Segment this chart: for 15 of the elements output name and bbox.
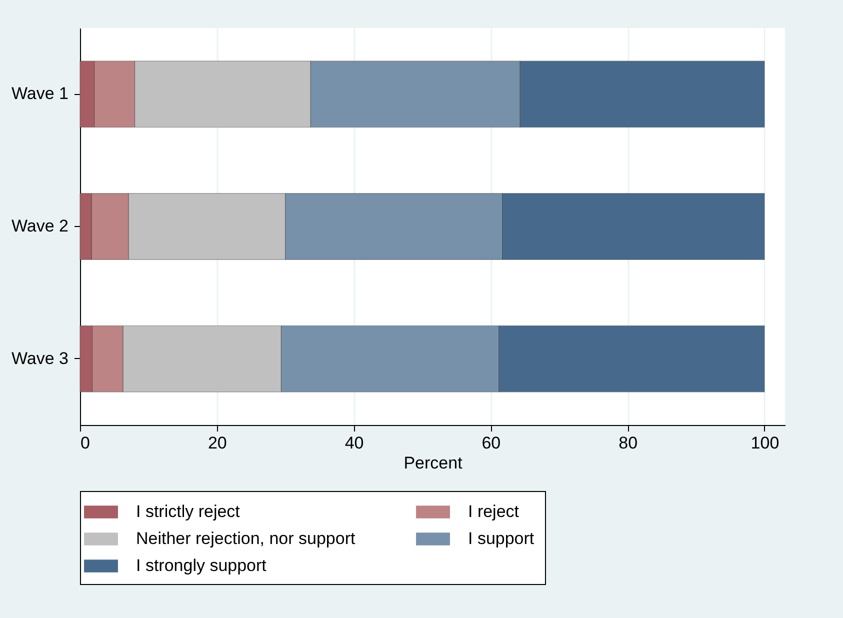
x-tick-label: 40 xyxy=(344,434,364,452)
x-tick-label: 80 xyxy=(618,434,638,452)
legend-label: I support xyxy=(468,529,534,548)
legend-label: I strongly support xyxy=(136,556,267,575)
y-tick-label: Wave 2 xyxy=(11,216,68,236)
x-axis-title: Percent xyxy=(404,454,463,472)
legend-label: Neither rejection, nor support xyxy=(136,529,356,548)
y-tick-label: Wave 3 xyxy=(11,348,68,368)
legend-label: I strictly reject xyxy=(136,502,240,521)
x-tick-label: 100 xyxy=(750,434,780,452)
legend-label: I reject xyxy=(468,502,520,521)
y-tick-label: Wave 1 xyxy=(11,84,68,104)
x-tick-label: 20 xyxy=(208,434,227,452)
x-tick-label: 0 xyxy=(80,434,90,452)
x-tick-label: 60 xyxy=(482,434,501,452)
